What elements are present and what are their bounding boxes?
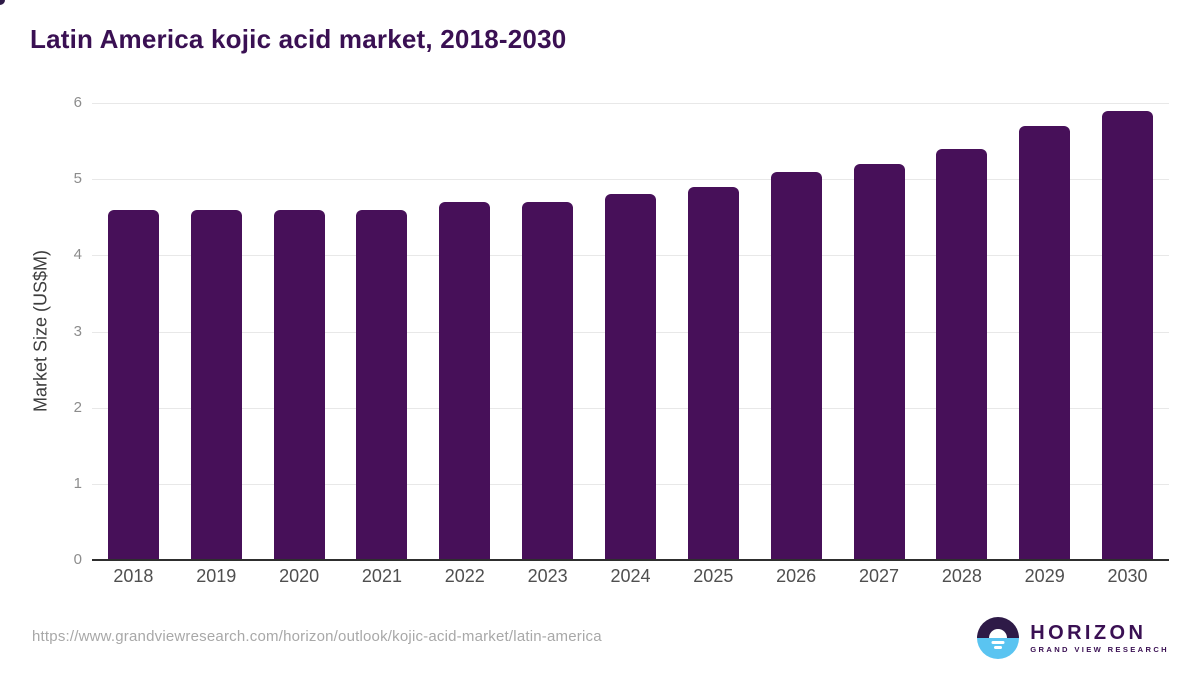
bar-2025 (687, 186, 739, 560)
y-tick-label: 5 (73, 170, 82, 188)
y-tick-label: 4 (73, 246, 82, 264)
sunset-horizon-icon (977, 617, 1020, 659)
logo-subtitle: GRAND VIEW RESEARCH (1030, 644, 1169, 654)
bar-slot (589, 103, 672, 560)
bar-2019 (190, 209, 242, 560)
x-tick-label: 2028 (941, 566, 982, 586)
plot-area (92, 103, 1169, 561)
logo-text: HORIZON GRAND VIEW RESEARCH (1030, 623, 1169, 654)
x-tick-label: 2019 (196, 566, 237, 586)
bar-2024 (604, 194, 656, 560)
bar-2020 (273, 209, 325, 560)
x-tick-label: 2029 (1024, 566, 1065, 586)
bar-slot (175, 103, 258, 560)
chart-title: Latin America kojic acid market, 2018-20… (30, 24, 567, 54)
bar-slot (672, 103, 755, 560)
x-tick-label: 2030 (1107, 566, 1148, 586)
y-tick-label: 3 (73, 322, 82, 340)
x-tick-label: 2024 (610, 566, 651, 586)
x-tick-label: 2021 (361, 566, 402, 586)
bar-slot (1003, 103, 1086, 560)
bar-slot (1086, 103, 1169, 560)
corner-artifact (0, 0, 5, 5)
x-tick-label: 2023 (527, 566, 568, 586)
sun-glyph (989, 629, 1008, 638)
bar-2022 (439, 202, 491, 560)
bar-slot (92, 103, 175, 560)
bar-2021 (356, 209, 408, 560)
x-tick-label: 2025 (693, 566, 734, 586)
bar-2018 (107, 209, 159, 560)
bar-slot (838, 103, 921, 560)
source-url: https://www.grandviewresearch.com/horizo… (32, 628, 602, 645)
bar-slot (258, 103, 341, 560)
bar-2030 (1102, 110, 1154, 560)
gridline-6 (92, 103, 1169, 104)
bar-2028 (936, 148, 988, 560)
x-tick-label: 2022 (444, 566, 485, 586)
y-axis-tick-labels: 0 1 2 3 4 5 6 (38, 95, 82, 568)
bar-2026 (770, 171, 822, 560)
x-tick-label: 2020 (279, 566, 320, 586)
gridline-5 (92, 179, 1169, 181)
x-axis-tick-labels: 2018 2019 2020 2021 2022 2023 2024 2025 2026 2027… (92, 566, 1169, 587)
bar-slot (423, 103, 506, 560)
bar-2027 (853, 163, 905, 560)
logo-name: HORIZON (1030, 621, 1147, 644)
y-tick-label: 2 (73, 398, 82, 416)
x-tick-label: 2026 (776, 566, 817, 586)
x-tick-label: 2027 (858, 566, 900, 586)
bar-slot (341, 103, 424, 560)
bars-row (92, 103, 1169, 560)
y-tick-label: 6 (73, 94, 82, 111)
x-axis-line (92, 559, 1169, 561)
bar-slot (506, 103, 589, 560)
y-tick-label: 1 (73, 474, 82, 492)
bar-2029 (1019, 125, 1071, 560)
y-tick-label: 0 (73, 551, 82, 568)
bar-2023 (522, 202, 574, 560)
bar-slot (755, 103, 838, 560)
x-tick-label: 2018 (113, 566, 154, 586)
bar-slot (920, 103, 1003, 560)
horizon-logo: HORIZON GRAND VIEW RESEARCH (977, 617, 1169, 659)
